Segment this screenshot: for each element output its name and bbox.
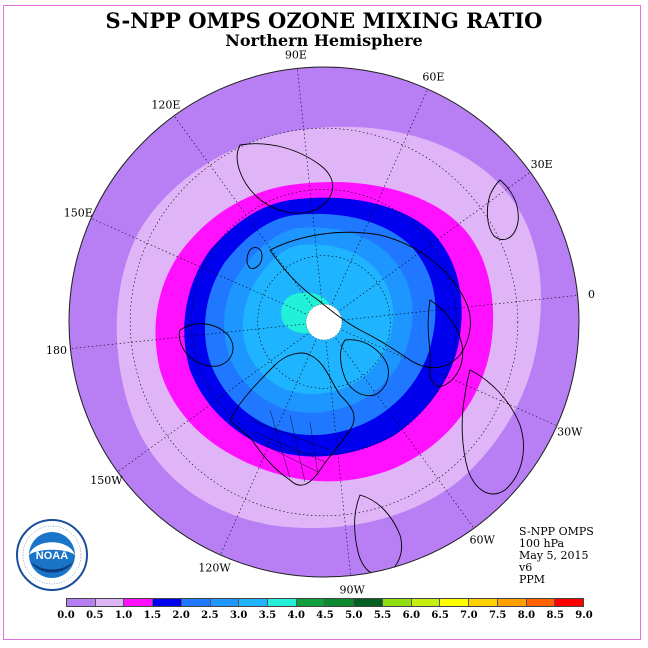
colorbar-ticks: 0.0 0.5 1.0 1.5 2.0 2.5 3.0 3.5 4.0 4.5 5.0 5.5 6.0 6… (0, 610, 648, 624)
colorbar-tick-label: 1.0 (114, 610, 133, 621)
colorbar-segment (354, 599, 383, 606)
coastline-india (486, 179, 519, 240)
longitude-label: 90E (285, 48, 307, 61)
coastline-europe (427, 299, 464, 387)
colorbar-tick-label: 5.5 (373, 610, 392, 621)
longitude-label: 90W (339, 584, 365, 597)
colorbar-tick-label: 2.0 (172, 610, 190, 621)
colorbar-tick-label: 8.0 (517, 610, 536, 621)
state-line (249, 419, 331, 451)
colorbar-segment (382, 599, 412, 606)
colorbar-segment (239, 599, 269, 606)
colorbar-tick-label: 6.5 (431, 610, 449, 621)
colorbar-segment (526, 599, 556, 606)
longitude-label: 60E (422, 70, 444, 83)
state-line (261, 443, 319, 473)
colorbar-tick-label: 2.5 (201, 610, 219, 621)
longitude-label: 150W (90, 474, 123, 487)
coastline-africa (461, 369, 524, 495)
colorbar-segment (296, 599, 326, 606)
map-title: S-NPP OMPS OZONE MIXING RATIO (105, 8, 543, 33)
colorbar-segment (181, 599, 211, 606)
coastline-japan (246, 247, 263, 269)
meridian-line (340, 171, 531, 311)
colorbar-segment (497, 599, 527, 606)
coastline-asia-east (236, 143, 334, 214)
info-units: PPM (519, 573, 546, 586)
colorbar-tick-label: 4.5 (316, 610, 334, 621)
state-line (309, 421, 319, 476)
state-line (254, 431, 326, 463)
coastlines (178, 143, 524, 576)
noaa-logo-text: NOAA (36, 550, 68, 562)
longitude-label: 60W (469, 534, 495, 547)
info-instrument: S-NPP OMPS (519, 525, 594, 538)
longitude-label: 120W (198, 562, 231, 575)
polar-data-gap (305, 303, 343, 341)
colorbar-tick-label: 7.0 (460, 610, 478, 621)
longitude-label: 150E (64, 207, 93, 220)
state-line (269, 409, 291, 479)
coastline-north-america (229, 352, 355, 486)
graticule (70, 68, 578, 576)
map-disc-border (68, 66, 580, 578)
meridian-line (335, 338, 475, 529)
longitude-label: 180 (46, 344, 67, 357)
colorbar-tick-label: 6.0 (402, 610, 421, 621)
colorbar-segment (268, 599, 297, 606)
colorbar-segment (469, 599, 498, 606)
info-date: May 5, 2015 (519, 549, 589, 562)
colorbar-segment (67, 599, 96, 606)
info-pressure-level: 100 hPa (519, 537, 565, 550)
state-line (289, 414, 306, 483)
colorbar-tick-label: 9.0 (575, 610, 593, 621)
page-frame (3, 5, 641, 640)
colorbar-tick-label: 8.5 (546, 610, 564, 621)
latitude-circle (257, 255, 391, 389)
colorbar-tick-label: 7.5 (488, 610, 507, 621)
colorbar-tick-label: 0.0 (57, 610, 75, 621)
meridian-line (331, 88, 428, 304)
colorbar-segment (95, 599, 125, 606)
product-info: S-NPP OMPS 100 hPa May 5, 2015 v6 PPM (519, 526, 594, 586)
longitude-label: 0 (588, 288, 595, 301)
latitude-circle (191, 189, 457, 455)
meridian-line (342, 329, 558, 426)
longitude-labels: 90E 60E 30E 0 30W 60W 90W 120W 150W 180 150E 120E (46, 48, 595, 596)
colorbar (66, 598, 584, 607)
longitude-label: 30W (557, 425, 583, 438)
latitude-circle (129, 127, 519, 517)
coastline-eurasia (269, 231, 471, 369)
colorbar-tick-label: 4.0 (287, 610, 305, 621)
colorbar-segment (440, 599, 470, 606)
longitude-label: 120E (151, 98, 180, 111)
colorbar-segment (555, 599, 583, 606)
meridian-line (220, 340, 317, 556)
colorbar-segment (210, 599, 240, 606)
colorbar-tick-label: 3.5 (258, 610, 277, 621)
colorbar-tick-label: 1.5 (143, 610, 162, 621)
longitude-label: 30E (531, 158, 553, 171)
us-state-lines (249, 409, 331, 483)
colorbar-segment (124, 599, 154, 606)
coastline-greenland (340, 339, 389, 397)
meridian-line (90, 218, 306, 315)
noaa-logo-icon: NOAA (16, 519, 88, 591)
info-version: v6 (519, 561, 533, 574)
colorbar-tick-label: 5.0 (345, 610, 363, 621)
colorbar-segment (411, 599, 441, 606)
colorbar-tick-label: 0.5 (86, 610, 104, 621)
coastline-alaska (178, 323, 234, 367)
colorbar-tick-label: 3.0 (229, 610, 248, 621)
colorbar-segment (325, 599, 355, 606)
colorbar-segment (153, 599, 182, 606)
map-subtitle: Northern Hemisphere (225, 31, 423, 50)
